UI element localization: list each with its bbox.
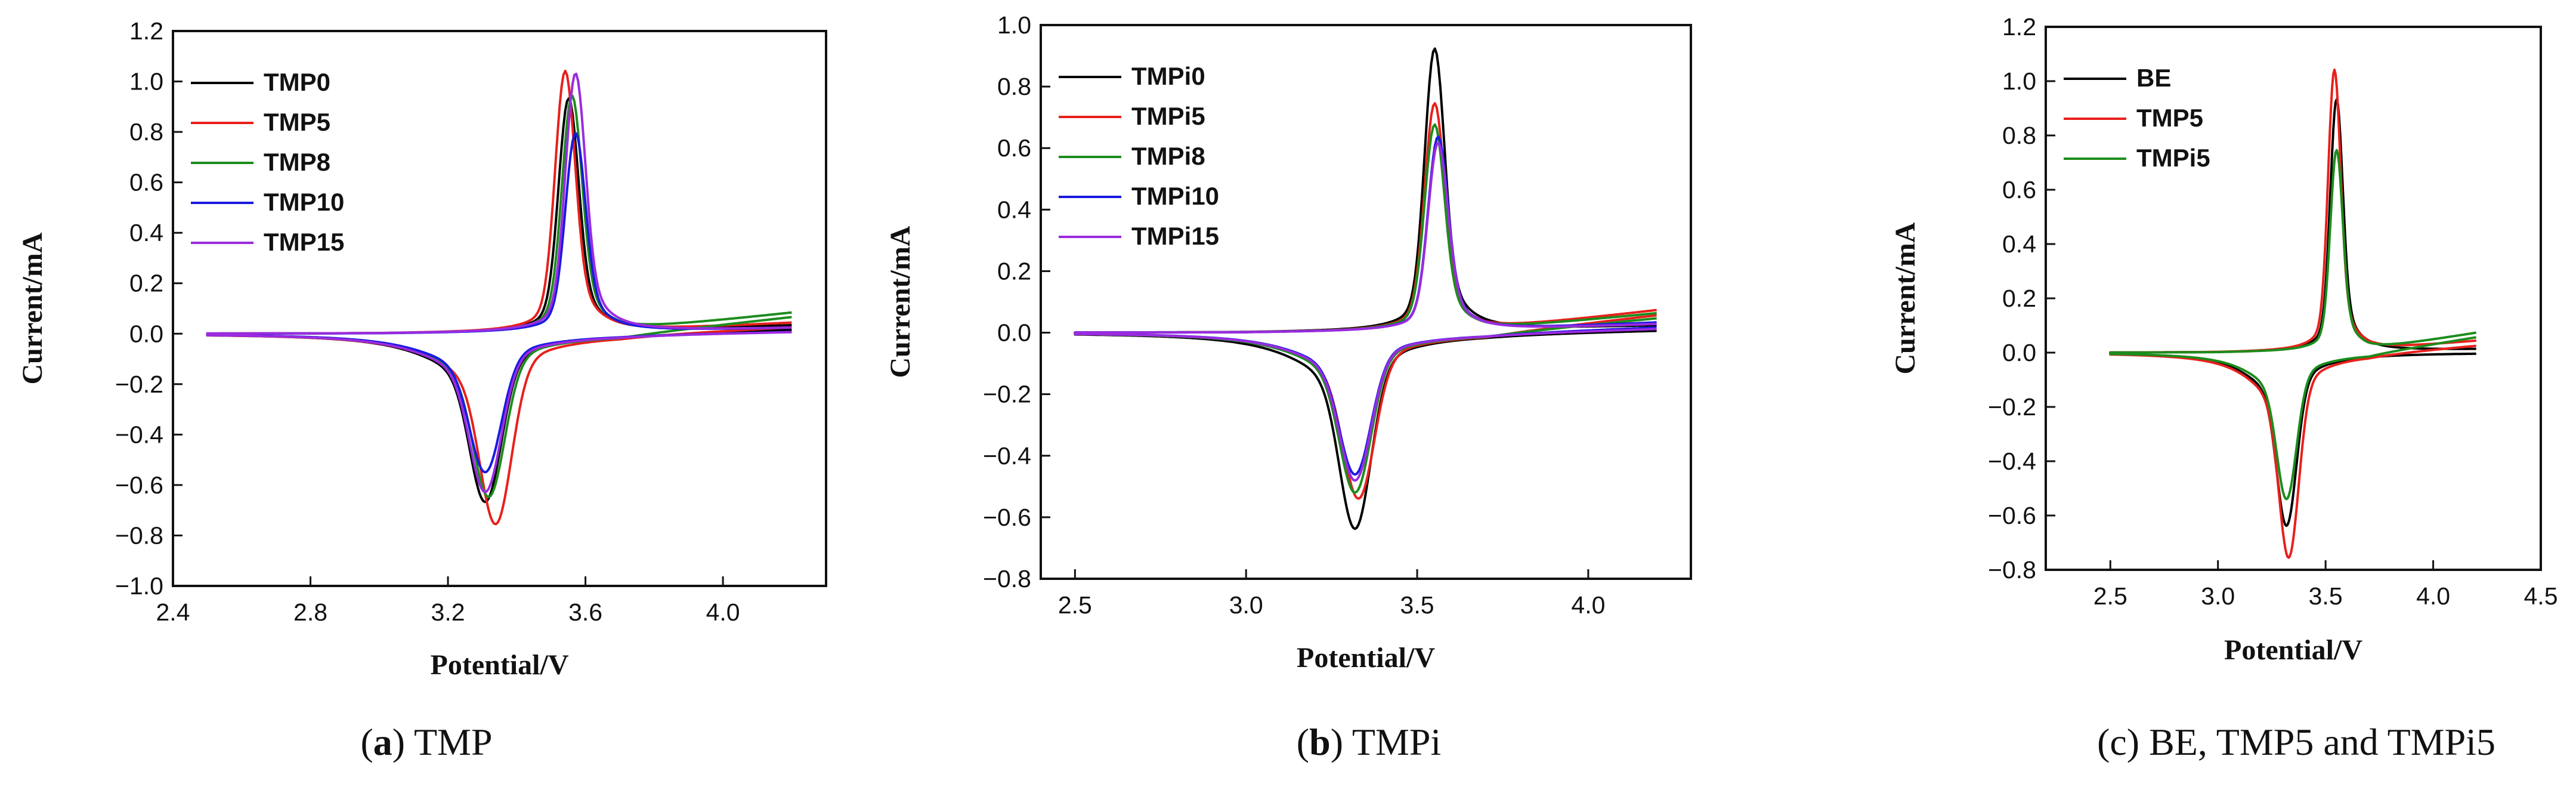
x-tick-label: 2.5 xyxy=(2093,582,2127,610)
y-tick-label: −0.4 xyxy=(115,421,163,448)
y-tick-label: 0.8 xyxy=(997,73,1031,100)
x-axis-title: Potential/V xyxy=(1297,642,1435,674)
plot-frame xyxy=(1040,24,1692,580)
legend-label-be: BE xyxy=(2136,64,2171,92)
y-tick-label: 1.2 xyxy=(2002,13,2036,41)
y-tick-label: 0.4 xyxy=(997,196,1031,223)
y-tick-label: 0.0 xyxy=(129,320,163,347)
legend-label-tmp5: TMP5 xyxy=(264,108,330,136)
panel-caption: (c) BE, TMP5 and TMPi5 xyxy=(2097,721,2495,763)
y-tick-label: 0.2 xyxy=(129,270,163,297)
y-tick-label: 1.0 xyxy=(129,68,163,95)
series-line-tmpi5 xyxy=(2109,149,2477,501)
y-tick-label: −0.2 xyxy=(115,371,163,398)
y-tick-label: −0.8 xyxy=(115,521,163,549)
y-tick-label: −0.6 xyxy=(115,471,163,499)
panel-caption: (a) TMP xyxy=(360,721,492,763)
legend-label-tmp15: TMP15 xyxy=(264,228,344,256)
y-tick-label: −0.2 xyxy=(983,381,1031,408)
y-tick-label: −0.4 xyxy=(983,442,1031,470)
x-tick-label: 3.2 xyxy=(431,598,465,626)
x-tick-label: 3.0 xyxy=(1229,591,1263,619)
y-tick-label: −0.2 xyxy=(1988,393,2036,421)
legend-label-tmp0: TMP0 xyxy=(264,68,330,96)
x-axis-title: Potential/V xyxy=(431,649,569,681)
y-tick-label: 0.6 xyxy=(997,134,1031,162)
x-tick-label: 2.8 xyxy=(293,598,327,626)
y-tick-label: 1.0 xyxy=(997,11,1031,39)
y-tick-label: −0.8 xyxy=(983,565,1031,592)
legend-label-tmpi5: TMPi5 xyxy=(2136,144,2210,172)
y-tick-label: 0.4 xyxy=(2002,230,2036,258)
chart-panel-2: 2.5 3.0 3.5 4.0 −0.8 −0.6 −0.4 −0.2 0.0 0.2 0.4 0.6… xyxy=(885,11,1692,763)
panel-caption: (b) TMPi xyxy=(1297,721,1441,763)
chart-panel-1: 2.4 2.8 3.2 3.6 4.0 −1.0 −0.8 −0.6 −0.4 −0.2 0.0 0.… xyxy=(17,17,827,763)
y-tick-label: −0.8 xyxy=(1988,556,2036,584)
x-tick-label: 4.5 xyxy=(2524,582,2558,610)
chart-panel-3: 2.5 3.0 3.5 4.0 4.5 −0.8 −0.6 −0.4 −0.2 0.0 0.2 0.4… xyxy=(1890,13,2558,763)
series-line-tmpi15 xyxy=(1074,141,1657,482)
y-tick-label: −0.6 xyxy=(983,504,1031,531)
x-tick-label: 3.6 xyxy=(568,598,602,626)
x-tick-label: 4.0 xyxy=(706,598,740,626)
x-axis-title: Potential/V xyxy=(2224,634,2362,666)
y-tick-label: 0.4 xyxy=(129,219,163,246)
y-tick-label: 0.0 xyxy=(2002,339,2036,366)
x-tick-label: 2.5 xyxy=(1058,591,1092,619)
x-tick-label: 3.0 xyxy=(2201,582,2235,610)
x-tick-label: 4.0 xyxy=(1571,591,1605,619)
series-line-tmpi8 xyxy=(1074,123,1657,494)
legend-label-tmpi5: TMPi5 xyxy=(1131,102,1205,130)
x-tick-label: 4.0 xyxy=(2416,582,2450,610)
series-line-tmp10 xyxy=(206,132,792,474)
y-tick-label: −1.0 xyxy=(115,572,163,600)
y-axis-title: Current/mA xyxy=(885,226,916,378)
legend-label-tmp8: TMP8 xyxy=(264,148,330,176)
y-tick-label: 1.2 xyxy=(129,17,163,45)
legend-label-tmpi0: TMPi0 xyxy=(1131,62,1205,90)
y-tick-label: −0.4 xyxy=(1988,447,2036,475)
legend-label-tmp10: TMP10 xyxy=(264,188,344,216)
y-tick-label: 0.2 xyxy=(2002,285,2036,312)
y-axis-title: Current/mA xyxy=(17,232,48,384)
x-tick-label: 3.5 xyxy=(1400,591,1434,619)
plot-frame xyxy=(172,30,827,587)
legend-label-tmp5: TMP5 xyxy=(2136,104,2203,132)
y-tick-label: 0.6 xyxy=(2002,176,2036,203)
y-tick-label: 0.0 xyxy=(997,319,1031,347)
y-tick-label: 0.8 xyxy=(129,118,163,146)
y-tick-label: 1.0 xyxy=(2002,67,2036,95)
x-tick-label: 2.4 xyxy=(156,598,190,626)
y-tick-label: 0.8 xyxy=(2002,122,2036,149)
y-tick-label: 0.2 xyxy=(997,257,1031,285)
y-tick-label: 0.6 xyxy=(129,169,163,196)
legend-label-tmpi8: TMPi8 xyxy=(1131,142,1205,170)
y-axis-title: Current/mA xyxy=(1890,222,1921,374)
legend-label-tmpi15: TMPi15 xyxy=(1131,222,1219,250)
legend-label-tmpi10: TMPi10 xyxy=(1131,182,1219,210)
x-tick-label: 3.5 xyxy=(2309,582,2343,610)
series-line-tmp15 xyxy=(206,72,792,493)
y-tick-label: −0.6 xyxy=(1988,502,2036,529)
